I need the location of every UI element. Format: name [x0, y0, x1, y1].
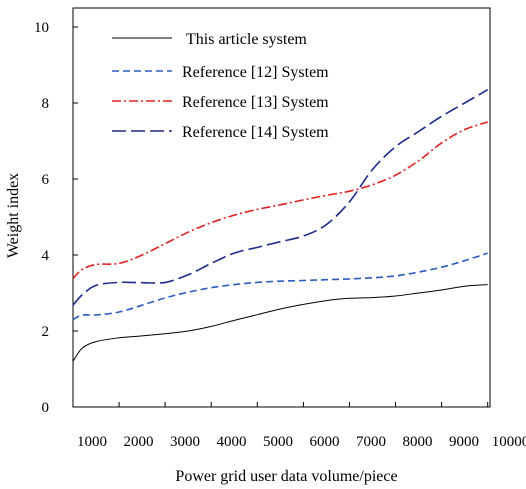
x-tick-label: 7000	[356, 434, 386, 450]
plot-frame	[72, 7, 491, 408]
legend: This article system Reference [12] System…	[112, 31, 329, 141]
y-tick-label: 10	[34, 20, 49, 36]
y-tick-label: 0	[42, 400, 50, 416]
x-tick-label: 4000	[217, 434, 247, 450]
x-tick-label: 10000	[492, 434, 526, 450]
x-tick-label: 6000	[310, 434, 340, 450]
x-tick-label: 9000	[449, 434, 479, 450]
x-tick-label: 5000	[263, 434, 293, 450]
y-axis-label: Weight index	[5, 173, 22, 258]
y-tick-label: 2	[42, 324, 50, 340]
x-tick-label: 8000	[403, 434, 433, 450]
legend-label-4: Reference [14] System	[182, 124, 329, 141]
y-axis-ticks: 0 2 4 6 8 10	[34, 20, 78, 416]
legend-label-3: Reference [13] System	[182, 94, 329, 111]
series-line-3	[72, 121, 488, 280]
x-axis-ticks: 1000 2000 3000 4000 5000 6000 7000 8000 9000 1000…	[72, 402, 526, 450]
y-tick-label: 8	[42, 96, 50, 112]
x-tick-label: 1000	[77, 434, 107, 450]
x-tick-label: 3000	[170, 434, 200, 450]
series-line-1	[72, 284, 488, 362]
legend-label-2: Reference [12] System	[182, 64, 329, 81]
y-tick-label: 4	[42, 248, 50, 264]
series-line-4	[72, 89, 489, 306]
x-axis-label: Power grid user data volume/piece	[175, 468, 397, 485]
series-line-2	[72, 252, 488, 321]
plot-border	[72, 7, 491, 408]
legend-label-1: This article system	[186, 31, 307, 48]
x-tick-label: 2000	[124, 434, 154, 450]
series-lines	[72, 89, 489, 362]
y-tick-label: 6	[42, 172, 50, 188]
